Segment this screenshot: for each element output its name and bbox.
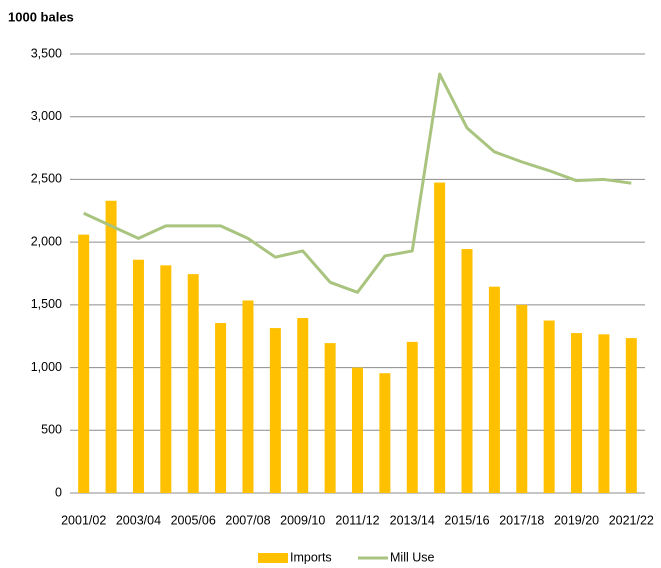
x-tick-label: 2003/04 [116,513,161,527]
x-tick-label: 2007/08 [225,513,270,527]
bar [543,320,555,493]
bar [187,274,199,493]
bar [78,234,90,494]
y-tick-label: 500 [41,423,62,437]
chart-title: 1000 bales [8,9,74,24]
x-tick-label: 2019/20 [554,513,599,527]
bar [297,318,309,493]
x-tick-label: 2009/10 [280,513,325,527]
y-tick-label: 2,000 [31,234,62,248]
bar [598,334,610,493]
bar [571,333,583,493]
bar [516,304,528,493]
x-tick-label: 2005/06 [171,513,216,527]
y-tick-label: 1,000 [31,360,62,374]
bar [434,182,446,494]
bar [242,300,254,493]
x-tick-label: 2011/12 [335,513,379,527]
y-tick-label: 0 [55,485,62,499]
x-tick-label: 2013/14 [390,513,435,527]
legend-label: Imports [290,550,332,564]
legend-swatch [258,553,288,563]
bar [461,249,473,493]
y-tick-label: 2,500 [31,172,62,186]
legend-label: Mill Use [390,550,434,564]
bar [406,341,418,493]
x-tick-label: 2021/22 [609,513,654,527]
bar [132,259,144,493]
bar [160,265,172,493]
bar [488,286,500,493]
bar [105,200,117,493]
line [83,72,632,294]
x-tick-label: 2015/16 [444,513,489,527]
x-tick-label: 2001/02 [61,513,106,527]
y-tick-label: 3,000 [31,109,62,123]
x-tick-label: 2017/18 [499,513,544,527]
bar [352,367,363,493]
bar [625,338,637,493]
y-tick-label: 3,500 [31,46,62,60]
y-tick-label: 1,500 [31,297,62,311]
bar [269,328,281,493]
bar [379,373,391,493]
bar [324,343,336,493]
bar [215,323,227,493]
